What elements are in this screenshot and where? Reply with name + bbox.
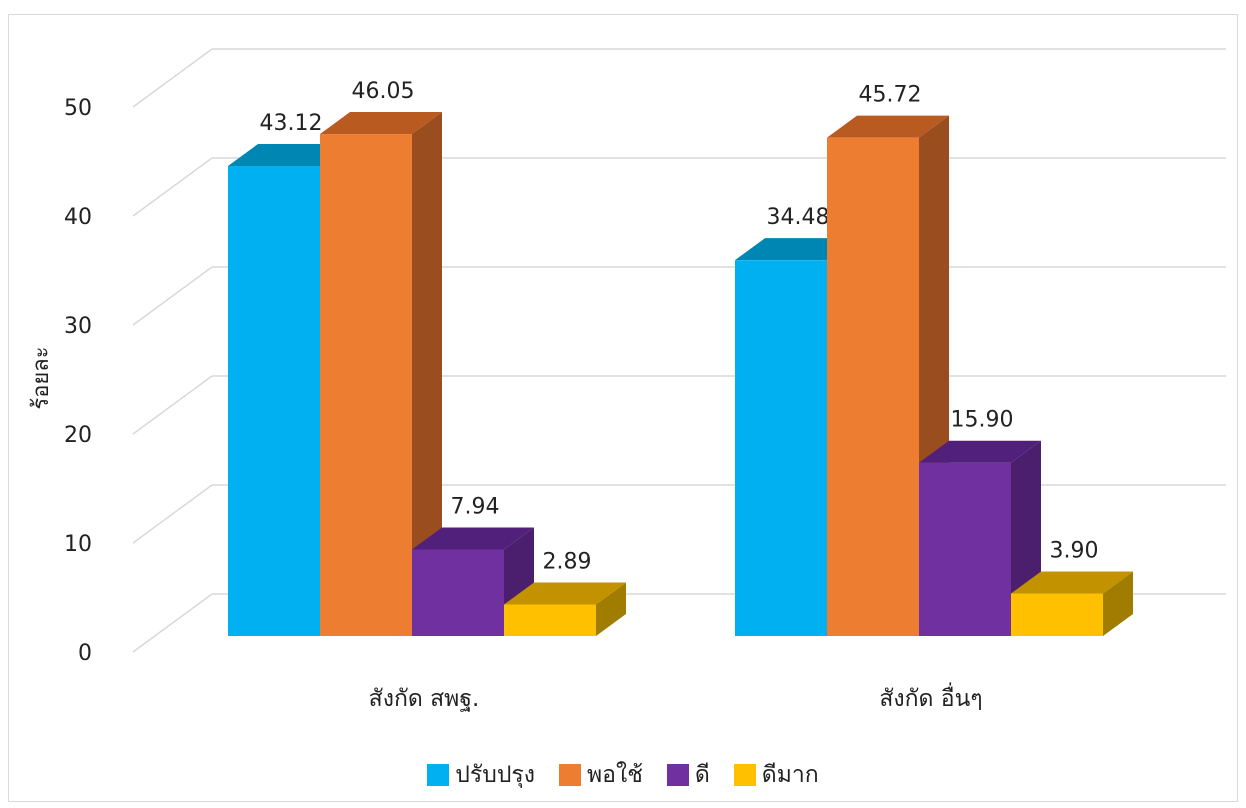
data-label: 7.94 (451, 494, 500, 519)
bar-top (735, 238, 857, 261)
bar-front (735, 260, 827, 636)
bar (320, 112, 442, 637)
y-tick-label: 30 (64, 314, 92, 339)
legend-swatch (733, 764, 756, 786)
y-tick-label: 40 (64, 205, 92, 230)
bar-front (320, 134, 412, 636)
legend-label: ดีมาก (761, 762, 819, 788)
bar-side (1103, 571, 1133, 636)
bar-side (596, 582, 626, 636)
x-category-label: สังกัด สพฐ. (369, 686, 480, 712)
bar-chart-3d: 0 10 20 30 40 50 ร้อยละ 43.12 46.05 7.94 2.89 34.… (29, 48, 1226, 712)
bar-front (504, 604, 596, 636)
data-label: 3.90 (1050, 538, 1099, 563)
bar-front (228, 165, 320, 636)
data-label: 2.89 (543, 549, 592, 574)
data-label: 43.12 (260, 111, 323, 136)
bar (504, 582, 626, 636)
x-axis-categories: สังกัด สพฐ. สังกัด อื่นๆ (369, 682, 983, 712)
bar-top (320, 112, 442, 135)
data-label: 15.90 (951, 408, 1014, 433)
legend: ปรับปรุง พอใช้ ดี ดีมาก (0, 758, 1246, 792)
legend-label: ดี (694, 762, 710, 788)
bar-top (827, 115, 949, 138)
bar-side (412, 112, 442, 637)
y-axis-label: ร้อยละ (29, 346, 54, 409)
x-category-label: สังกัด อื่นๆ (879, 682, 982, 712)
data-label: 34.48 (767, 205, 830, 230)
bar-front (919, 462, 1011, 636)
bars: 43.12 46.05 7.94 2.89 34.48 45.72 15.90 3.90 (228, 79, 1133, 637)
chart-frame (8, 14, 1238, 802)
legend-item: ปรับปรุง (427, 757, 535, 793)
bar-top (412, 527, 534, 550)
bar (919, 440, 1041, 636)
legend-swatch (559, 764, 582, 786)
data-label: 46.05 (352, 79, 415, 104)
legend-item: ดีมาก (733, 757, 819, 793)
bar-top (1011, 571, 1133, 594)
legend-label: ปรับปรุง (455, 762, 536, 788)
legend-item: ดี (666, 757, 710, 793)
legend-swatch (427, 764, 450, 786)
bar (1011, 571, 1133, 636)
y-axis-ticks: 0 10 20 30 40 50 (64, 96, 92, 666)
y-tick-label: 20 (64, 423, 92, 448)
data-label: 45.72 (859, 83, 922, 108)
y-tick-label: 0 (78, 641, 92, 666)
y-tick-label: 50 (64, 96, 92, 121)
bar (827, 115, 949, 637)
bar-front (827, 137, 919, 637)
y-tick-label: 10 (64, 532, 92, 557)
legend-item: พอใช้ (559, 757, 643, 793)
gridline (132, 48, 1226, 108)
bar-top (504, 582, 626, 605)
legend-swatch (666, 764, 689, 786)
bar-top (228, 143, 350, 166)
bar-front (412, 549, 504, 636)
bar-top (919, 440, 1041, 463)
bar-front (1011, 593, 1103, 636)
legend-label: พอใช้ (587, 762, 643, 788)
